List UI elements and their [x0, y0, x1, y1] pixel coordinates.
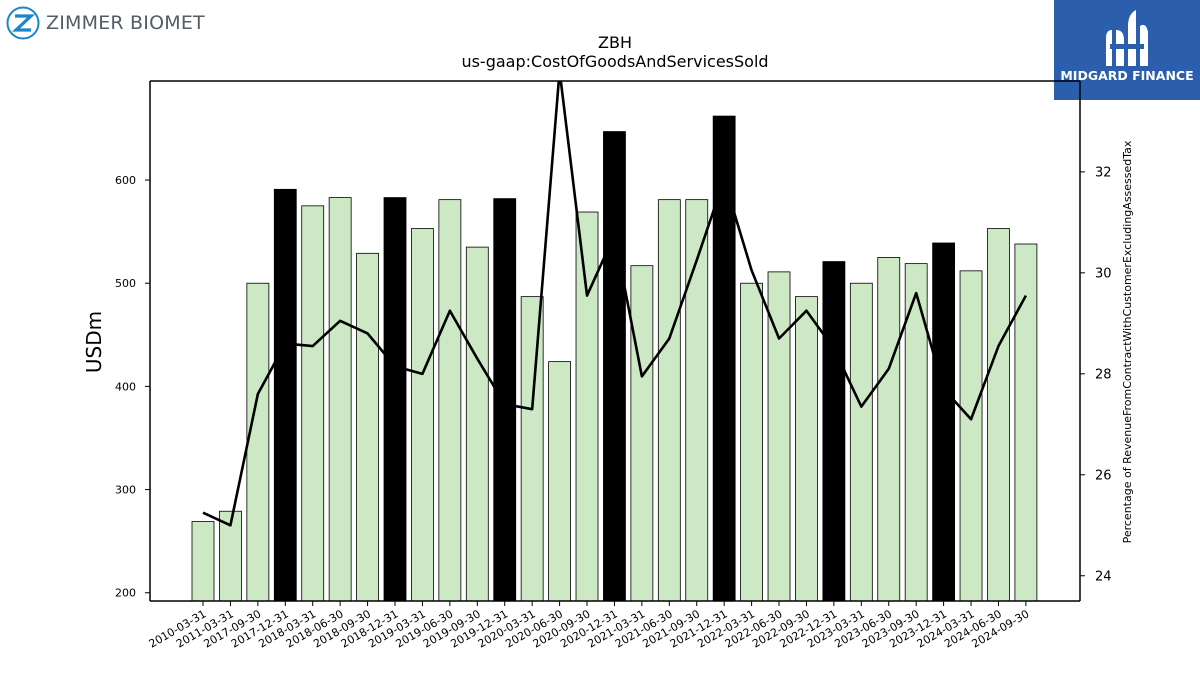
bar-2020-06-30 — [548, 361, 571, 602]
bar-2023-06-30 — [877, 257, 901, 602]
bar-2020-12-31 — [603, 131, 626, 602]
bar-2019-03-31 — [411, 228, 434, 602]
y-tick-label: 200 — [115, 587, 136, 600]
y2-tick-label: 26 — [1095, 468, 1112, 483]
bar-2020-03-31 — [520, 296, 544, 602]
bar-2017-09-30 — [246, 282, 270, 602]
bar-2018-12-31 — [383, 197, 407, 602]
y-axis-label: USDm — [82, 311, 106, 373]
y2-axis-label: Percentage of RevenueFromContractWithCus… — [1121, 140, 1134, 543]
bar-2017-12-31 — [273, 188, 297, 602]
y2-tick-label: 28 — [1095, 367, 1112, 382]
company-name: ZIMMER BIOMET — [46, 12, 205, 34]
midgard-finance-logo: MIDGARD FINANCE — [1054, 0, 1200, 100]
y-tick-label: 500 — [115, 277, 136, 290]
bar-2018-06-30 — [328, 197, 352, 602]
bar-2010-03-31 — [191, 521, 215, 602]
publisher-name: MIDGARD FINANCE — [1060, 68, 1194, 83]
bar-2021-06-30 — [657, 199, 681, 602]
y-tick-label: 600 — [115, 174, 136, 187]
bar-2020-09-30 — [575, 211, 599, 602]
bar-2022-09-30 — [795, 296, 818, 602]
y-tick-label: 400 — [115, 380, 136, 393]
bar-2022-03-31 — [740, 282, 763, 602]
chart-subtitle: us-gaap:CostOfGoodsAndServicesSold — [461, 52, 768, 71]
bar-2018-03-31 — [301, 205, 325, 602]
y2-tick-label: 32 — [1095, 165, 1112, 180]
bar-2023-12-31 — [932, 242, 956, 602]
bar-2019-09-30 — [465, 246, 489, 602]
bar-2023-03-31 — [849, 282, 873, 602]
bar-series — [191, 115, 1038, 602]
zimmer-biomet-logo: ZIMMER BIOMET — [6, 6, 205, 40]
chart-title: ZBH — [598, 33, 632, 52]
midgard-finance-mark-icon — [1054, 0, 1200, 100]
line-series — [202, 81, 1028, 527]
bar-2019-12-31 — [493, 198, 517, 602]
bar-2018-09-30 — [356, 252, 379, 602]
y-tick-label: 300 — [115, 484, 136, 497]
bar-2019-06-30 — [438, 199, 462, 602]
bar-2021-12-31 — [712, 115, 736, 602]
y2-tick-label: 24 — [1095, 569, 1112, 584]
zimmer-biomet-z-icon — [6, 6, 40, 40]
y2-tick-label: 30 — [1095, 266, 1112, 281]
bar-2022-12-31 — [822, 261, 846, 602]
bar-2021-03-31 — [630, 265, 654, 602]
bar-2024-03-31 — [959, 270, 983, 602]
bar-2024-06-30 — [987, 228, 1010, 602]
